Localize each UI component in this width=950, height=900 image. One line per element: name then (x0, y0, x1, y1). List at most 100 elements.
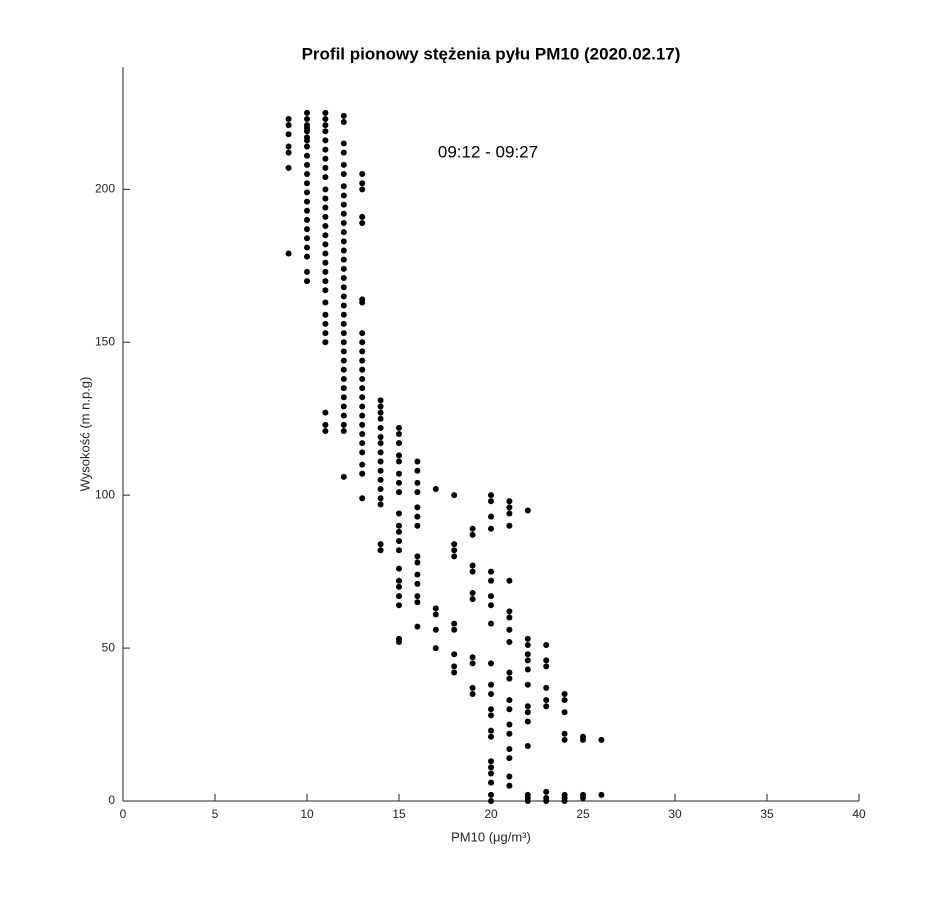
point (359, 186, 366, 193)
point (488, 498, 494, 505)
point (451, 620, 458, 627)
point (322, 204, 329, 211)
point (304, 189, 310, 196)
point (377, 434, 384, 441)
point (322, 195, 329, 202)
point (340, 412, 347, 419)
point (524, 666, 531, 673)
point (488, 779, 494, 786)
point (359, 180, 366, 187)
point (506, 498, 513, 505)
point (340, 247, 347, 254)
point (396, 602, 402, 609)
point (488, 602, 494, 609)
point (469, 562, 476, 569)
point (506, 608, 513, 615)
point (488, 681, 494, 688)
point (340, 171, 347, 178)
point (359, 495, 366, 502)
point (322, 146, 329, 153)
point (340, 421, 347, 428)
point (322, 155, 329, 162)
point (322, 320, 329, 327)
point (506, 675, 513, 682)
point (506, 522, 513, 529)
point (524, 651, 531, 658)
point (377, 501, 384, 508)
point (322, 241, 329, 248)
point (340, 366, 347, 373)
point (304, 207, 310, 214)
point (322, 311, 329, 318)
point (396, 522, 402, 529)
point (322, 299, 329, 306)
point (340, 183, 347, 190)
point (543, 642, 550, 649)
point (377, 409, 384, 416)
point (524, 507, 531, 514)
point (506, 510, 513, 517)
point (359, 412, 366, 419)
point (396, 510, 402, 517)
y-tick-label: 50 (102, 640, 116, 654)
point (285, 250, 292, 257)
point (488, 660, 494, 667)
point (359, 403, 366, 410)
point (359, 394, 366, 401)
point (340, 219, 347, 226)
point (396, 452, 402, 459)
point (396, 479, 402, 486)
point (359, 375, 366, 382)
x-tick-label: 0 (120, 807, 127, 821)
point (304, 278, 310, 285)
x-tick-label: 20 (484, 807, 498, 821)
point (524, 642, 531, 649)
y-axis-label: Wysokość (m n.p.g) (77, 377, 92, 492)
point (506, 773, 513, 780)
point (304, 180, 310, 187)
point (340, 192, 347, 199)
point (488, 758, 494, 765)
point (414, 580, 421, 587)
point (469, 531, 476, 538)
point (469, 690, 476, 697)
point (377, 458, 384, 465)
point (506, 721, 513, 728)
point (469, 684, 476, 691)
point (543, 657, 550, 664)
point (469, 660, 476, 667)
point (359, 440, 366, 447)
point (598, 736, 605, 743)
point (488, 712, 494, 719)
point (580, 794, 586, 801)
point (506, 638, 513, 645)
point (285, 149, 292, 156)
point (396, 593, 402, 600)
x-tick-label: 30 (668, 807, 682, 821)
point (340, 284, 347, 291)
point (377, 397, 384, 404)
point (359, 385, 366, 392)
point (377, 449, 384, 456)
point (543, 798, 550, 804)
point (451, 651, 458, 658)
point (396, 424, 402, 431)
point (377, 486, 384, 493)
point (451, 663, 458, 670)
point (432, 626, 439, 633)
point (322, 339, 329, 346)
point (414, 623, 421, 630)
point (377, 541, 384, 548)
point (396, 489, 402, 496)
point (285, 131, 292, 138)
point (488, 513, 494, 520)
point (396, 538, 402, 545)
point (414, 571, 421, 578)
point (488, 727, 494, 734)
x-tick-label: 15 (392, 807, 406, 821)
point (322, 427, 329, 434)
point (340, 375, 347, 382)
point (340, 473, 347, 480)
point (543, 788, 550, 795)
point (359, 449, 366, 456)
